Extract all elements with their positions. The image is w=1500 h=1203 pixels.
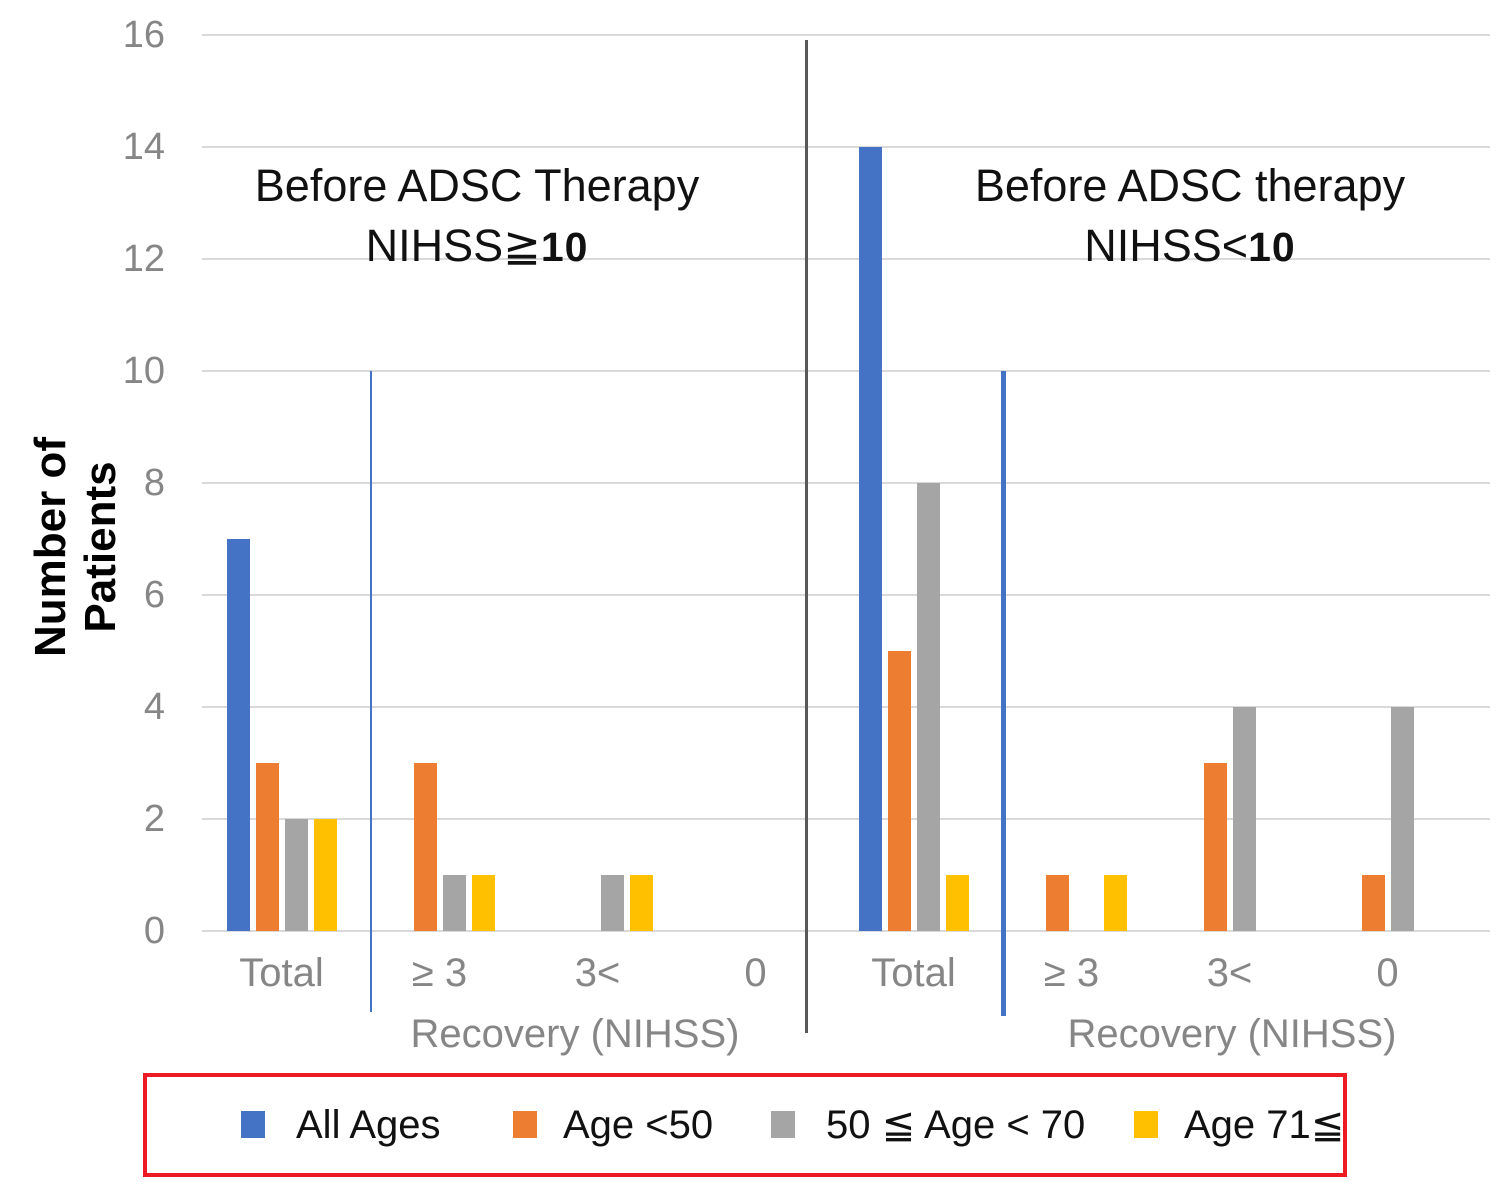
legend-label-age-71: Age 71≦ xyxy=(1184,1103,1345,1147)
right-x-axis-caption: Recovery (NIHSS) xyxy=(1067,1012,1397,1056)
bar-series3-cat0 xyxy=(313,819,337,931)
legend-swatch-all-ages xyxy=(241,1111,265,1138)
legend-label-age-lt-50: Age <50 xyxy=(563,1103,714,1147)
right-panel-blue-divider-line xyxy=(1001,371,1006,1016)
x-category-label-2: 3< xyxy=(574,951,621,995)
gridline-y-14 xyxy=(202,146,1490,148)
y-tick-label-2: 2 xyxy=(143,798,165,840)
y-tick-label-16: 16 xyxy=(122,14,165,56)
bar-series2-cat4 xyxy=(916,483,940,931)
gridline-y-2 xyxy=(202,818,1490,820)
y-tick-label-14: 14 xyxy=(122,126,165,168)
gridline-y-12 xyxy=(202,258,1490,260)
y-tick-label-6: 6 xyxy=(143,574,165,616)
x-category-label-0: Total xyxy=(239,951,324,995)
legend-label-all-ages: All Ages xyxy=(296,1103,441,1147)
x-category-label-3: 0 xyxy=(744,951,767,995)
bar-series3-cat5 xyxy=(1103,875,1127,931)
y-tick-label-12: 12 xyxy=(122,238,165,280)
gridline-y-16 xyxy=(202,34,1490,36)
bar-series2-cat0 xyxy=(284,819,308,931)
left-panel-title: Before ADSC Therapy NIHSS≧10 xyxy=(167,156,787,277)
legend-swatch-age-lt-50 xyxy=(513,1111,537,1138)
bar-series2-cat2 xyxy=(600,875,624,931)
legend-swatch-age-71 xyxy=(1134,1111,1158,1138)
bar-series1-cat0 xyxy=(255,763,279,931)
gridline-y-6 xyxy=(202,594,1490,596)
left-panel-title-line1: Before ADSC Therapy xyxy=(254,160,700,211)
legend-swatch-age-50-70 xyxy=(771,1111,795,1138)
y-tick-label-0: 0 xyxy=(143,910,165,952)
legend-label-age-50-70: 50 ≦ Age < 70 xyxy=(826,1103,1086,1147)
y-tick-label-8: 8 xyxy=(143,462,165,504)
x-category-label-1: ≥ 3 xyxy=(411,951,468,995)
bar-series1-cat5 xyxy=(1045,875,1069,931)
right-panel-title: Before ADSC therapy NIHSS<10 xyxy=(880,156,1500,277)
right-panel-title-line2: NIHSS<10 xyxy=(1084,220,1296,271)
x-category-label-6: 3< xyxy=(1206,951,1253,995)
y-tick-label-10: 10 xyxy=(122,350,165,392)
left-x-axis-caption: Recovery (NIHSS) xyxy=(410,1012,740,1056)
bar-series1-cat1 xyxy=(413,763,437,931)
bar-series0-cat4 xyxy=(858,147,882,931)
bar-series1-cat7 xyxy=(1361,875,1385,931)
bar-series2-cat7 xyxy=(1390,707,1414,931)
left-panel-title-line2: NIHSS≧10 xyxy=(365,220,589,271)
left-panel-blue-divider-line xyxy=(370,371,372,1012)
y-tick-label-4: 4 xyxy=(143,686,165,728)
bar-series0-cat0 xyxy=(226,539,250,931)
bar-series3-cat2 xyxy=(629,875,653,931)
bar-series2-cat6 xyxy=(1232,707,1256,931)
bar-series1-cat6 xyxy=(1203,763,1227,931)
right-panel-title-line1: Before ADSC therapy xyxy=(974,160,1406,211)
gridline-y-10 xyxy=(202,370,1490,372)
gridline-y-8 xyxy=(202,482,1490,484)
x-category-label-7: 0 xyxy=(1376,951,1399,995)
bar-series2-cat1 xyxy=(442,875,466,931)
y-axis-title: Number of Patients xyxy=(26,437,125,657)
bar-series3-cat1 xyxy=(471,875,495,931)
x-category-label-4: Total xyxy=(871,951,956,995)
x-category-label-5: ≥ 3 xyxy=(1043,951,1100,995)
gridline-y-4 xyxy=(202,706,1490,708)
center-panel-divider-line xyxy=(805,40,808,1033)
gridline-y-0 xyxy=(202,930,1490,932)
bar-series1-cat4 xyxy=(887,651,911,931)
bar-series3-cat4 xyxy=(945,875,969,931)
